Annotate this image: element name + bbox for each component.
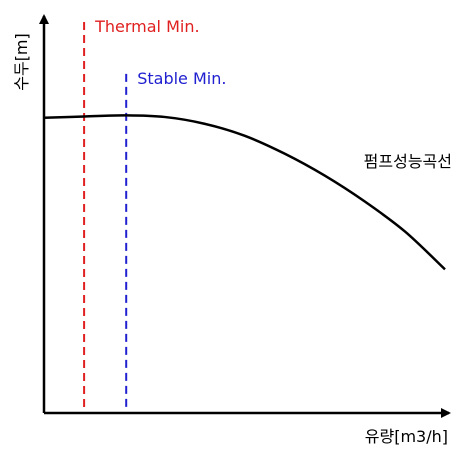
series-line-pump-curve	[43, 114, 446, 271]
x-axis-label: 유량[m3/h]	[365, 427, 448, 446]
series-label-pump-curve: 펌프성능곡선	[364, 152, 452, 171]
y-axis-label: 수두[m]	[12, 33, 31, 91]
reference-lines: Thermal Min. Stable Min.	[83, 17, 226, 411]
reference-label-thermal-min: Thermal Min.	[94, 17, 199, 36]
series-group: 펌프성능곡선	[43, 114, 452, 271]
reference-label-stable-min: Stable Min.	[137, 69, 226, 88]
